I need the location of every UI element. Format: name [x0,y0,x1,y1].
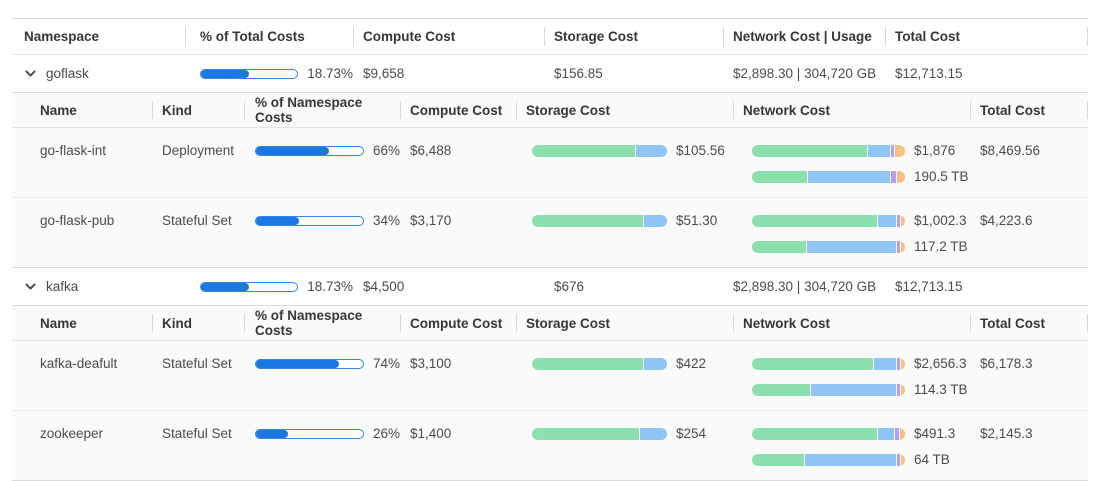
namespace-total-cost: $12,713.15 [895,279,963,294]
network-cost-bar [752,427,905,440]
network-cost-value: $1,876 [914,143,956,158]
network-usage-value: 117.2 TB [914,239,968,254]
chevron-down-icon[interactable] [24,67,37,80]
pct-namespace-costs-value: 74% [372,356,400,371]
workload-kind: Stateful Set [162,356,232,371]
storage-cost-value: $105.56 [676,143,725,158]
storage-cost-value: $422 [676,356,707,371]
workload-compute-cost: $1,400 [410,426,452,441]
workload-total-cost: $4,223.6 [980,213,1033,228]
sub-column-header-storage-cost: Storage Cost [516,306,733,340]
pct-namespace-costs-bar [255,358,364,369]
workload-total-cost: $6,178.3 [980,356,1033,371]
namespace-network-cost-usage: $2,898.30 | 304,720 GB [733,279,877,294]
sub-column-header-name: Name [40,315,77,331]
workload-total-cost: $8,469.56 [980,143,1041,158]
column-header-total-cost: Total Cost [885,19,1088,54]
sub-column-header-storage-cost: Storage Cost [516,93,733,127]
workload-name: kafka-deafult [40,356,118,371]
sub-column-header-pct-namespace-costs: % of Namespace Costs [244,306,400,340]
sub-column-header-compute-cost: Compute Cost [400,93,516,127]
sub-column-header-total-cost: Total Cost [970,93,1088,127]
workload-total-cost: $2,145.3 [980,426,1033,441]
chevron-down-icon[interactable] [24,280,37,293]
workload-kind: Deployment [162,143,235,158]
network-usage-bar [752,453,905,466]
column-header-namespace: Namespace [24,29,100,44]
workload-table-header: Name Kind % of Namespace Costs Compute C… [12,93,1088,128]
namespace-name: goflask [46,66,89,81]
table-header: Namespace % of Total Costs Compute Cost … [12,19,1088,55]
network-usage-bar [752,383,905,396]
pct-total-costs-value: 18.73% [307,279,353,294]
pct-namespace-costs-value: 34% [372,213,400,228]
pct-total-costs-bar [200,281,299,292]
workload-row-go-flask-pub[interactable]: go-flask-pub Stateful Set 34% $3,170 [12,197,1088,267]
workload-row-go-flask-int[interactable]: go-flask-int Deployment 66% $6,488 $1 [12,128,1088,197]
pct-namespace-costs-value: 66% [372,143,400,158]
network-usage-bar [752,240,905,253]
pct-namespace-costs-value: 26% [372,426,400,441]
workload-table-kafka: Name Kind % of Namespace Costs Compute C… [12,305,1088,481]
sub-column-header-kind: Kind [152,93,244,127]
workload-compute-cost: $3,100 [410,356,452,371]
network-cost-value: $491.3 [914,426,956,441]
network-cost-bar [752,214,905,227]
workload-name: zookeeper [40,426,104,441]
sub-column-header-network-cost: Network Cost [733,93,970,127]
pct-namespace-costs-bar [255,428,364,439]
column-header-network-cost-usage: Network Cost | Usage [723,19,885,54]
workload-compute-cost: $3,170 [410,213,452,228]
storage-cost-bar [532,427,667,440]
sub-column-header-name: Name [40,102,77,118]
workload-kind: Stateful Set [162,213,232,228]
storage-cost-bar [532,144,667,157]
network-usage-bar [752,170,905,183]
workload-row-zookeeper[interactable]: zookeeper Stateful Set 26% $1,400 $25 [12,410,1088,480]
pct-namespace-costs-bar [255,215,364,226]
sub-column-header-network-cost: Network Cost [733,306,970,340]
namespace-storage-cost: $156.85 [554,66,603,81]
pct-namespace-costs-bar [255,145,364,156]
storage-cost-bar [532,214,667,227]
namespace-storage-cost: $676 [554,279,585,294]
storage-cost-value: $51.30 [676,213,718,228]
sub-column-header-pct-namespace-costs: % of Namespace Costs [244,93,400,127]
namespace-compute-cost: $4,500 [363,279,405,294]
namespace-compute-cost: $9,658 [363,66,405,81]
column-header-storage-cost: Storage Cost [544,19,723,54]
sub-column-header-kind: Kind [152,306,244,340]
workload-name: go-flask-pub [40,213,115,228]
column-header-compute-cost: Compute Cost [353,19,544,54]
workload-row-kafka-deafult[interactable]: kafka-deafult Stateful Set 74% $3,100 [12,341,1088,410]
workload-compute-cost: $6,488 [410,143,452,158]
cost-table: Namespace % of Total Costs Compute Cost … [12,18,1088,481]
storage-cost-bar [532,357,667,370]
sub-column-header-total-cost: Total Cost [970,306,1088,340]
network-cost-value: $2,656.3 [914,356,967,371]
network-cost-bar [752,357,905,370]
network-cost-bar [752,144,905,157]
workload-table-header: Name Kind % of Namespace Costs Compute C… [12,306,1088,341]
pct-total-costs-value: 18.73% [307,66,353,81]
namespace-name: kafka [46,279,79,294]
network-usage-value: 64 TB [914,452,950,467]
namespace-total-cost: $12,713.15 [895,66,963,81]
namespace-row-kafka[interactable]: kafka 18.73% $4,500 $676 $2,898.30 | 304… [12,268,1088,305]
storage-cost-value: $254 [676,426,707,441]
namespace-row-goflask[interactable]: goflask 18.73% $9,658 $156.85 $2,898.30 … [12,55,1088,92]
workload-table-goflask: Name Kind % of Namespace Costs Compute C… [12,92,1088,268]
column-header-pct-total-costs: % of Total Costs [185,19,353,54]
network-cost-value: $1,002.3 [914,213,967,228]
network-usage-value: 114.3 TB [914,382,968,397]
pct-total-costs-bar [200,68,299,79]
workload-name: go-flask-int [40,143,107,158]
workload-kind: Stateful Set [162,426,232,441]
namespace-network-cost-usage: $2,898.30 | 304,720 GB [733,66,877,81]
network-usage-value: 190.5 TB [914,169,969,184]
sub-column-header-compute-cost: Compute Cost [400,306,516,340]
